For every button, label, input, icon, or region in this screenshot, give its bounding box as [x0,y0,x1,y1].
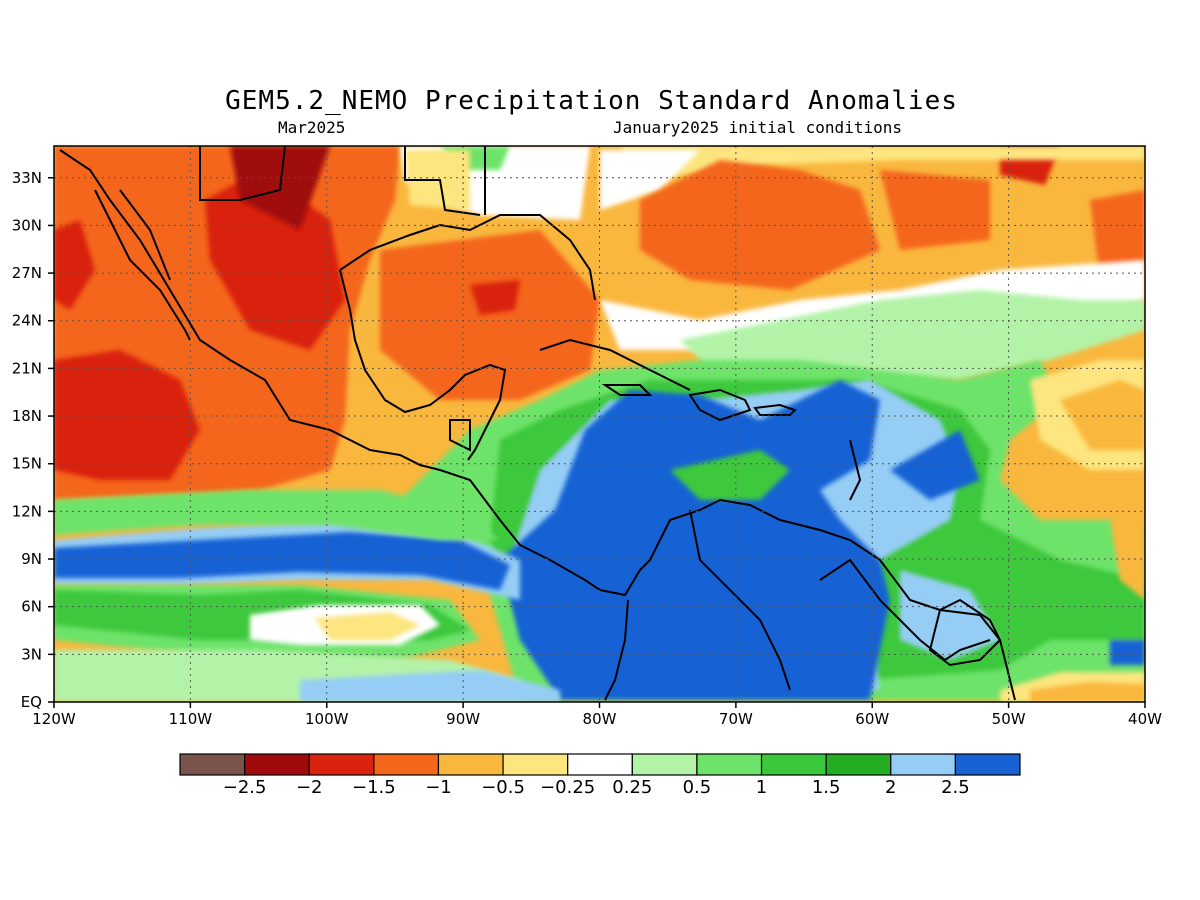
y-tick-label-5: 15N [12,455,42,473]
colorbar-swatch-1 [244,753,310,776]
colorbar-swatch-8 [696,753,763,776]
x-tick-label-5: 70W [719,710,753,728]
colorbar-swatch-12 [954,753,1021,776]
colorbar: −2.5 −2 −1.5 −1 −0.5 −0.25 0.25 0.5 1 1.5 2 2.5 [179,753,1021,798]
colorbar-label-7: 0.5 [683,777,712,798]
colorbar-label-11: 2.5 [941,777,970,798]
x-tick-label-6: 60W [855,710,889,728]
y-tick-label-3: 9N [21,550,42,568]
y-tick-label-0: EQ [21,693,42,711]
colorbar-label-1: −2 [296,777,323,798]
colorbar-swatch-9 [760,753,827,776]
x-tick-label-0: 120W [32,710,76,728]
colorbar-swatch-11 [890,753,956,776]
x-tick-label-4: 80W [583,710,617,728]
x-tick-label-7: 50W [992,710,1026,728]
initial-conditions-note: January2025 initial conditions [613,118,902,137]
coastlines [59,146,1016,701]
colorbar-swatch-5 [502,753,569,776]
y-tick-label-7: 21N [12,359,42,377]
colorbar-label-3: −1 [425,777,452,798]
map-gridlines [54,146,1145,702]
colorbar-swatch-2 [308,753,375,776]
anomaly-field [54,146,1145,702]
colorbar-label-9: 1.5 [812,777,841,798]
x-tick-label-1: 110W [169,710,213,728]
x-tick-label-2: 100W [305,710,349,728]
colorbar-swatch-0 [179,753,246,776]
colorbar-label-5: −0.25 [540,777,595,798]
y-tick-label-2: 6N [21,598,42,616]
y-tick-label-6: 18N [12,407,42,425]
colorbar-label-10: 2 [885,777,896,798]
colorbar-label-0: −2.5 [223,777,267,798]
colorbar-label-4: −0.5 [481,777,525,798]
colorbar-swatch-7 [631,753,698,776]
y-tick-label-11: 33N [12,169,42,187]
y-tick-label-9: 27N [12,264,42,282]
colorbar-swatch-10 [825,753,892,776]
colorbar-label-6: 0.25 [612,777,652,798]
colorbar-label-2: −1.5 [352,777,396,798]
y-tick-label-8: 24N [12,312,42,330]
y-tick-label-1: 3N [21,645,42,663]
forecast-month: Mar2025 [278,118,346,137]
colorbar-swatch-4 [437,753,504,776]
colorbar-label-8: 1 [756,777,767,798]
colorbar-swatch-3 [373,753,440,776]
y-tick-label-10: 30N [12,216,42,234]
colorbar-swatch-6 [567,753,633,776]
map-title: GEM5.2_NEMO Precipitation Standard Anoma… [225,86,958,116]
y-tick-label-4: 12N [12,502,42,520]
x-tick-label-3: 90W [446,710,480,728]
map-axes: 120W 110W 100W 90W 80W 70W 60W 50W 40W EQ 3N 6N 9N 12… [12,169,1162,728]
x-tick-label-8: 40W [1128,710,1162,728]
